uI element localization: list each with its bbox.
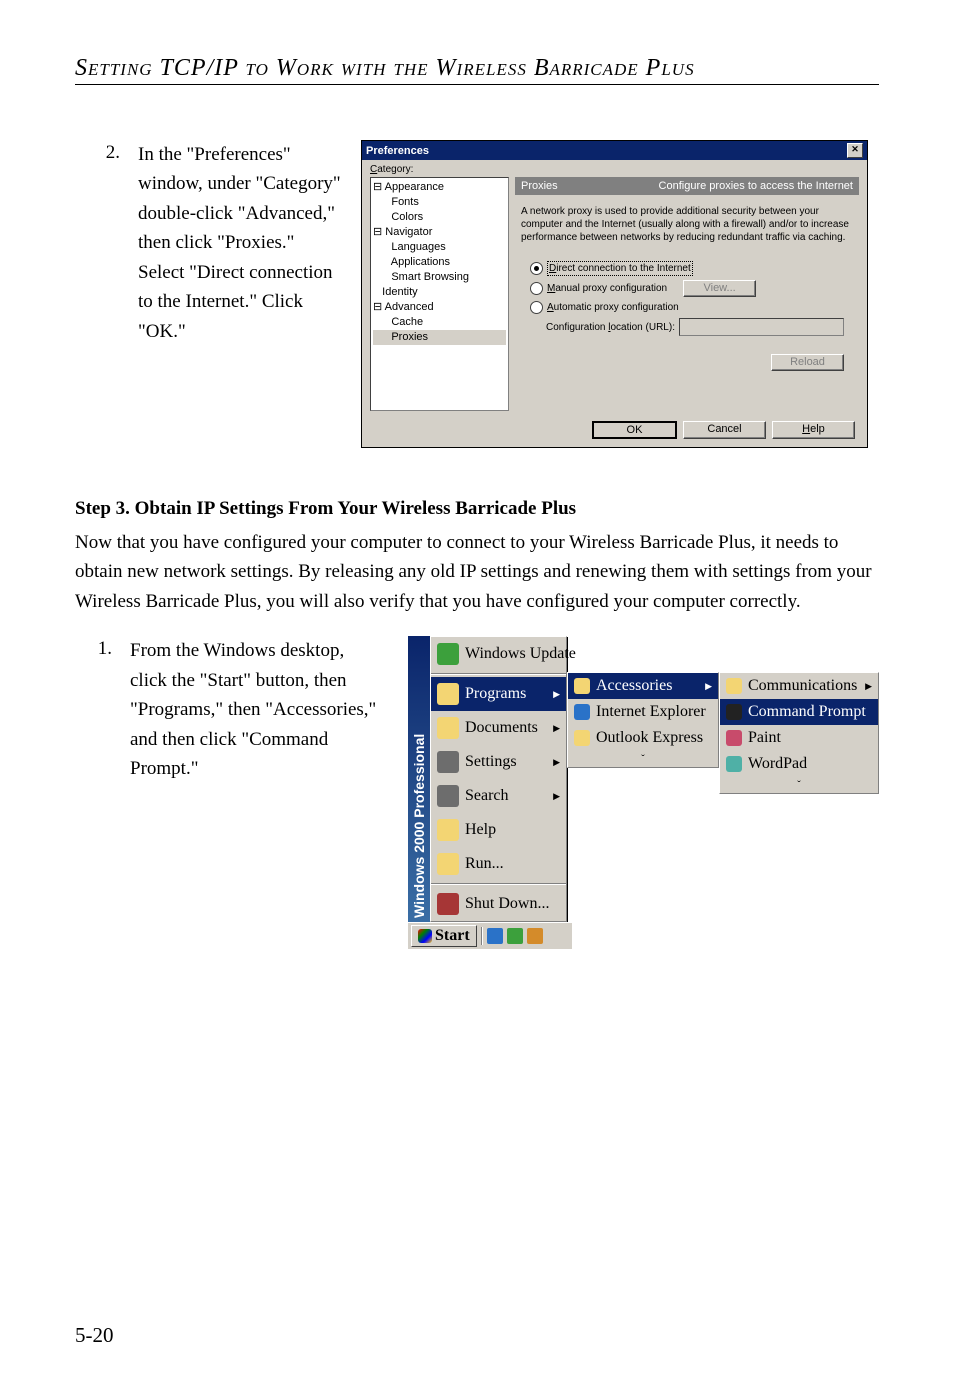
step3-body: Now that you have configured your comput… <box>75 528 879 616</box>
submenu-accessories[interactable]: Accessories ▶ <box>568 673 718 699</box>
radio-auto-label: Automatic proxy configuration <box>547 301 679 314</box>
submenu-wordpad[interactable]: WordPad <box>720 751 878 777</box>
chapter-title: Setting TCP/IP to Work with the Wireless… <box>75 55 879 85</box>
ie-icon <box>574 704 590 720</box>
pane-subtitle: Configure proxies to access the Internet <box>659 180 853 192</box>
proxies-pane: Proxies Configure proxies to access the … <box>515 177 859 411</box>
separator <box>431 673 566 675</box>
proxy-description: A network proxy is used to provide addit… <box>521 205 853 244</box>
step-2-row: 2. In the "Preferences" window, under "C… <box>75 140 879 498</box>
tree-applications[interactable]: Applications <box>373 255 506 270</box>
config-url-field[interactable] <box>679 318 844 336</box>
step-1b-row: 1. From the Windows desktop, click the "… <box>75 636 879 949</box>
step-1b-number: 1. <box>75 636 112 949</box>
paint-icon <box>726 730 742 746</box>
chevron-right-icon: ▶ <box>705 681 712 692</box>
chevron-right-icon: ▶ <box>553 757 560 768</box>
view-button[interactable]: View... <box>683 280 756 297</box>
radio-direct-row[interactable]: Direct connection to the Internet <box>530 261 844 276</box>
dialog-title-text: Preferences <box>366 145 429 157</box>
chevron-right-icon: ▶ <box>553 791 560 802</box>
taskbar: Start <box>408 922 572 949</box>
start-stripe: Windows 2000 Professional <box>408 636 430 922</box>
globe-icon <box>437 643 459 665</box>
step-2-number: 2. <box>75 140 120 498</box>
search-icon <box>437 785 459 807</box>
menu-help[interactable]: Help <box>431 813 566 847</box>
programs-icon <box>437 683 459 705</box>
folder-icon <box>574 678 590 694</box>
documents-icon <box>437 717 459 739</box>
outlook-icon <box>574 730 590 746</box>
tray-icon[interactable] <box>507 928 523 944</box>
step-1b-text: From the Windows desktop, click the "Sta… <box>130 636 380 949</box>
settings-icon <box>437 751 459 773</box>
preferences-dialog: Preferences ✕ Category: ⊟ Appearance Fon… <box>361 140 868 448</box>
tray-icon[interactable] <box>487 928 503 944</box>
cancel-button[interactable]: Cancel <box>683 421 766 439</box>
programs-submenu: Accessories ▶ Internet Explorer Outlook … <box>567 672 719 768</box>
tree-colors[interactable]: Colors <box>373 210 506 225</box>
step3-heading: Step 3. Obtain IP Settings From Your Wir… <box>75 498 879 520</box>
tree-advanced[interactable]: ⊟ Advanced <box>373 300 506 315</box>
shutdown-icon <box>437 893 459 915</box>
menu-windows-update[interactable]: Windows Update <box>431 637 566 671</box>
reload-button[interactable]: Reload <box>771 354 844 371</box>
tree-smart[interactable]: Smart Browsing <box>373 270 506 285</box>
run-icon <box>437 853 459 875</box>
category-tree[interactable]: ⊟ Appearance Fonts Colors ⊟ Navigator La… <box>370 177 509 411</box>
config-url-label: Configuration location (URL): <box>530 321 675 334</box>
start-main-list: Windows Update Programs ▶ <box>430 636 567 922</box>
radio-manual-row[interactable]: Manual proxy configuration View... <box>530 280 844 297</box>
page-number: 5-20 <box>75 1323 114 1348</box>
wordpad-icon <box>726 756 742 772</box>
chevron-right-icon: ▶ <box>865 681 872 692</box>
menu-programs[interactable]: Programs ▶ <box>431 677 566 711</box>
submenu-cmd[interactable]: Command Prompt <box>720 699 878 725</box>
chapter-title-text: Setting TCP/IP to Work with the Wireless… <box>75 55 695 81</box>
submenu-ie[interactable]: Internet Explorer <box>568 699 718 725</box>
expand-chevron[interactable]: ˇ <box>568 751 718 767</box>
submenu-communications[interactable]: Communications ▶ <box>720 673 878 699</box>
tray-icon[interactable] <box>527 928 543 944</box>
start-button[interactable]: Start <box>411 925 477 947</box>
dialog-titlebar: Preferences ✕ <box>362 141 867 160</box>
category-label: Category: <box>370 164 859 175</box>
close-icon[interactable]: ✕ <box>847 143 863 158</box>
radio-direct-label: Direct connection to the Internet <box>547 261 693 276</box>
help-button[interactable]: Help <box>772 421 855 439</box>
chevron-right-icon: ▶ <box>553 723 560 734</box>
menu-run[interactable]: Run... <box>431 847 566 881</box>
windows-logo-icon <box>418 929 432 943</box>
tree-cache[interactable]: Cache <box>373 315 506 330</box>
ok-button[interactable]: OK <box>592 421 677 439</box>
radio-auto-row[interactable]: Automatic proxy configuration <box>530 301 844 314</box>
tree-proxies[interactable]: Proxies <box>373 330 506 345</box>
tree-appearance[interactable]: ⊟ Appearance <box>373 180 506 195</box>
separator <box>431 883 566 885</box>
step-2-text: In the "Preferences" window, under "Cate… <box>138 140 343 448</box>
folder-icon <box>726 678 742 694</box>
cmd-icon <box>726 704 742 720</box>
start-menu-figure: Windows 2000 Professional Windows Update… <box>408 636 879 949</box>
radio-direct[interactable] <box>530 262 543 275</box>
radio-manual-label: Manual proxy configuration <box>547 282 667 295</box>
submenu-paint[interactable]: Paint <box>720 725 878 751</box>
menu-search[interactable]: Search ▶ <box>431 779 566 813</box>
tree-identity[interactable]: Identity <box>373 285 506 300</box>
pane-title: Proxies <box>521 180 558 192</box>
tree-navigator[interactable]: ⊟ Navigator <box>373 225 506 240</box>
accessories-submenu: Communications ▶ Command Prompt Paint <box>719 672 879 794</box>
chevron-right-icon: ▶ <box>553 689 560 700</box>
submenu-outlook[interactable]: Outlook Express <box>568 725 718 751</box>
help-icon <box>437 819 459 841</box>
tree-fonts[interactable]: Fonts <box>373 195 506 210</box>
radio-manual[interactable] <box>530 282 543 295</box>
radio-auto[interactable] <box>530 301 543 314</box>
menu-settings[interactable]: Settings ▶ <box>431 745 566 779</box>
tree-languages[interactable]: Languages <box>373 240 506 255</box>
menu-documents[interactable]: Documents ▶ <box>431 711 566 745</box>
expand-chevron[interactable]: ˇ <box>720 777 878 793</box>
menu-shutdown[interactable]: Shut Down... <box>431 887 566 921</box>
